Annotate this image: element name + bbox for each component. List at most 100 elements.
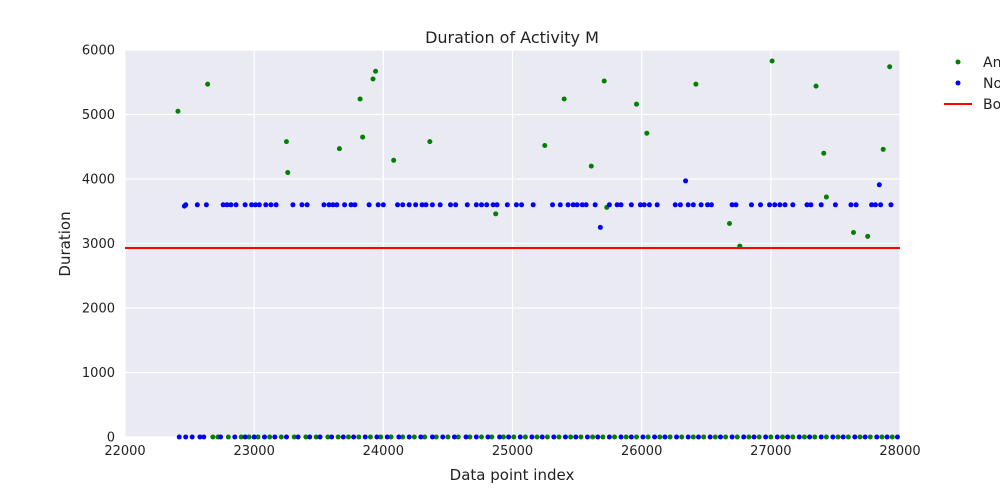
point-an	[325, 434, 331, 440]
point-no	[530, 202, 536, 208]
point-no	[758, 202, 763, 208]
point-an	[493, 211, 499, 217]
point-no	[395, 202, 401, 208]
point-no	[197, 434, 203, 440]
point-no	[485, 434, 491, 440]
point-no	[517, 434, 523, 440]
point-no	[733, 202, 739, 208]
point-no	[317, 434, 323, 440]
point-no	[646, 202, 652, 208]
point-no	[419, 202, 425, 208]
point-no	[334, 202, 340, 208]
point-no	[290, 202, 296, 208]
point-an	[246, 434, 252, 440]
point-no	[767, 202, 773, 208]
point-an	[433, 434, 439, 440]
point-an	[210, 434, 216, 440]
y-tick-label: 5000	[82, 108, 115, 123]
y-tick-label: 4000	[82, 173, 115, 188]
point-an	[313, 434, 319, 440]
x-tick-label: 24000	[363, 444, 404, 459]
point-an	[634, 434, 639, 440]
point-no	[479, 202, 484, 208]
point-an	[205, 81, 211, 87]
point-an	[590, 434, 596, 440]
point-no	[366, 202, 372, 208]
point-no	[326, 202, 332, 208]
point-no	[848, 202, 854, 208]
point-no	[453, 202, 459, 208]
point-no	[584, 434, 590, 440]
point-an	[768, 434, 774, 440]
point-an	[445, 434, 451, 440]
y-tick-label: 0	[107, 431, 115, 446]
point-an	[693, 81, 699, 87]
x-axis-title: Data point index	[450, 466, 575, 484]
y-axis-title: Duration	[56, 211, 74, 276]
point-no	[451, 434, 457, 440]
point-no	[595, 434, 601, 440]
point-no	[429, 434, 435, 440]
point-an	[285, 170, 291, 176]
legend-label-bo: Bo	[983, 97, 1000, 113]
point-no	[228, 202, 234, 208]
point-no	[352, 202, 358, 208]
point-no	[268, 202, 274, 208]
point-no	[777, 202, 783, 208]
point-an	[667, 434, 673, 440]
point-an	[865, 233, 871, 239]
point-an	[769, 58, 775, 64]
point-no	[362, 434, 368, 440]
point-no	[497, 434, 503, 440]
legend-label-no: No	[983, 76, 1000, 92]
point-no	[437, 202, 443, 208]
point-an	[851, 230, 856, 236]
point-no	[295, 434, 301, 440]
point-an	[690, 434, 696, 440]
point-an	[821, 150, 827, 156]
point-no	[550, 202, 556, 208]
point-no	[490, 202, 496, 208]
point-no	[832, 202, 838, 208]
point-no	[473, 434, 479, 440]
point-an	[867, 434, 873, 440]
point-no	[628, 434, 634, 440]
point-no	[406, 202, 412, 208]
point-an	[889, 434, 895, 440]
point-no	[698, 202, 704, 208]
point-an	[723, 434, 729, 440]
point-no	[690, 202, 696, 208]
point-an	[511, 434, 517, 440]
point-no	[448, 202, 453, 208]
point-an	[601, 78, 607, 84]
point-an	[335, 434, 341, 440]
legend-marker-no	[955, 80, 961, 86]
point-no	[176, 434, 182, 440]
point-an	[588, 163, 594, 169]
point-no	[853, 202, 859, 208]
point-no	[440, 434, 446, 440]
point-no	[299, 202, 305, 208]
point-no	[429, 202, 435, 208]
point-no	[249, 202, 255, 208]
point-no	[618, 434, 624, 440]
point-an	[756, 434, 762, 440]
point-an	[645, 434, 651, 440]
point-no	[273, 202, 279, 208]
point-no	[375, 202, 381, 208]
y-tick-label: 2000	[82, 302, 115, 317]
point-an	[813, 83, 819, 89]
point-no	[708, 202, 714, 208]
point-an	[823, 434, 829, 440]
point-an	[455, 434, 461, 440]
point-no	[242, 434, 248, 440]
points-layer	[175, 58, 900, 440]
point-no	[251, 434, 257, 440]
point-no	[406, 434, 412, 440]
point-no	[583, 202, 589, 208]
point-an	[644, 130, 650, 136]
point-an	[467, 434, 473, 440]
point-no	[189, 434, 195, 440]
point-no	[506, 434, 512, 440]
